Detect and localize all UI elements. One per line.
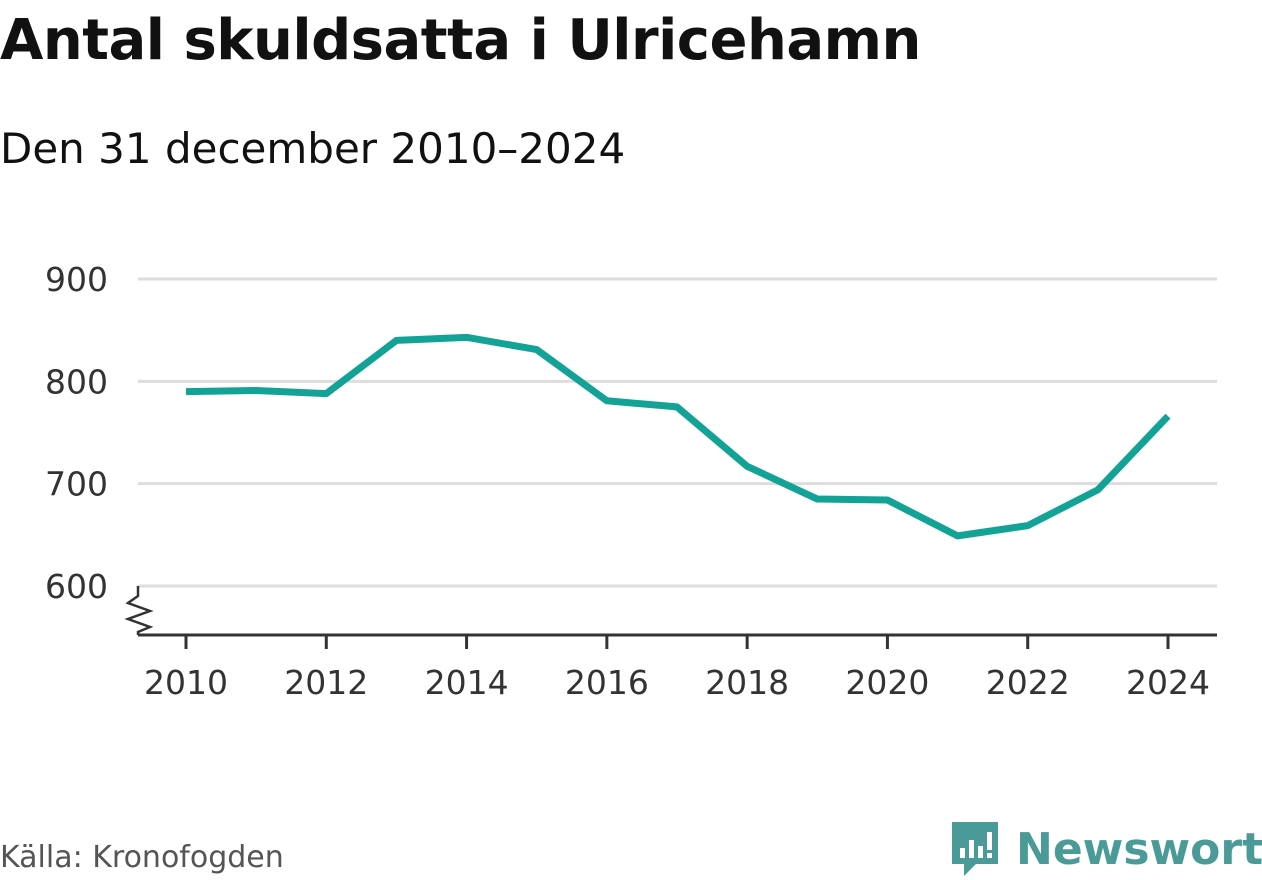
brand: Newsworthy xyxy=(950,818,1262,880)
y-tick-label: 900 xyxy=(45,260,108,299)
y-tick-label: 600 xyxy=(45,567,108,606)
chart-title: Antal skuldsatta i Ulricehamn xyxy=(0,8,921,73)
series-line-0 xyxy=(185,333,1171,540)
y-tick-label: 700 xyxy=(45,465,108,504)
x-tick-label: 2014 xyxy=(425,663,509,702)
x-tick-label: 2012 xyxy=(284,663,368,702)
x-tick-label: 2022 xyxy=(986,663,1070,702)
x-tick-label: 2024 xyxy=(1126,663,1210,702)
axes: 600 700 800 900 2010 2012 2014 2016 2018 2020 2022… xyxy=(45,260,1217,702)
x-tick-label: 2016 xyxy=(565,663,649,702)
newsworthy-logo-icon xyxy=(952,822,998,876)
series-layer xyxy=(185,333,1171,540)
x-tick-label: 2018 xyxy=(705,663,789,702)
grid-lines xyxy=(138,277,1217,588)
y-tick-label: 800 xyxy=(45,362,108,401)
axis-break-icon xyxy=(124,586,154,635)
brand-name: Newsworthy xyxy=(1016,823,1262,875)
x-tick-label: 2020 xyxy=(845,663,929,702)
chart-subtitle: Den 31 december 2010–2024 xyxy=(0,124,626,173)
source-note: Källa: Kronofogden xyxy=(0,840,284,875)
x-tick-label: 2010 xyxy=(144,663,228,702)
